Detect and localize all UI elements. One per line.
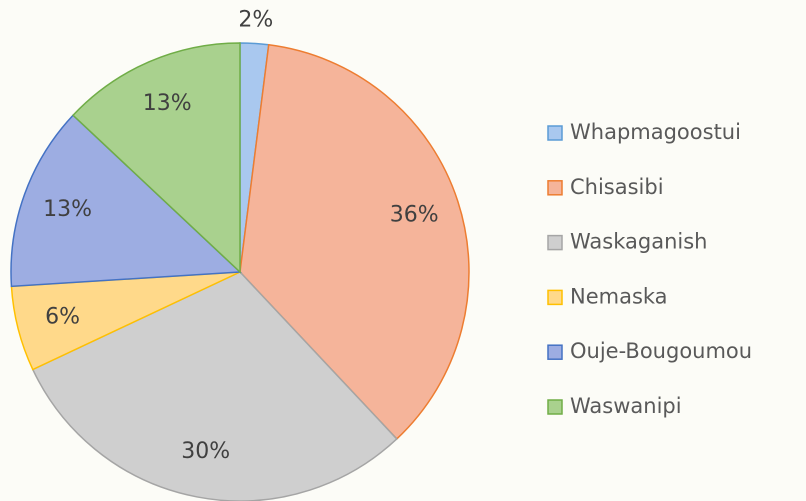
legend-swatch	[547, 234, 563, 251]
legend-swatch	[547, 180, 563, 196]
legend-label: Chisasibi	[570, 175, 664, 199]
pie-slice	[72, 42, 241, 274]
data-label: 13%	[43, 197, 92, 222]
data-label: 13%	[143, 91, 192, 116]
legend-swatch	[547, 125, 563, 141]
legend-label: Waskaganish	[570, 230, 707, 254]
legend-swatch	[547, 399, 563, 415]
pie-slice	[31, 271, 398, 501]
data-label: 2%	[238, 8, 273, 33]
legend-swatch	[547, 344, 563, 360]
pie-slice	[10, 114, 242, 288]
pie-slice	[239, 43, 470, 440]
legend-label: Ouje-Bougoumou	[570, 339, 752, 363]
data-label: 30%	[181, 439, 230, 464]
data-label: 36%	[390, 202, 439, 227]
legend-swatch	[547, 289, 563, 306]
legend-label: Whapmagoostui	[570, 120, 741, 144]
data-label: 6%	[45, 305, 80, 330]
legend-label: Nemaska	[570, 284, 668, 308]
legend-label: Waswanipi	[570, 394, 682, 418]
